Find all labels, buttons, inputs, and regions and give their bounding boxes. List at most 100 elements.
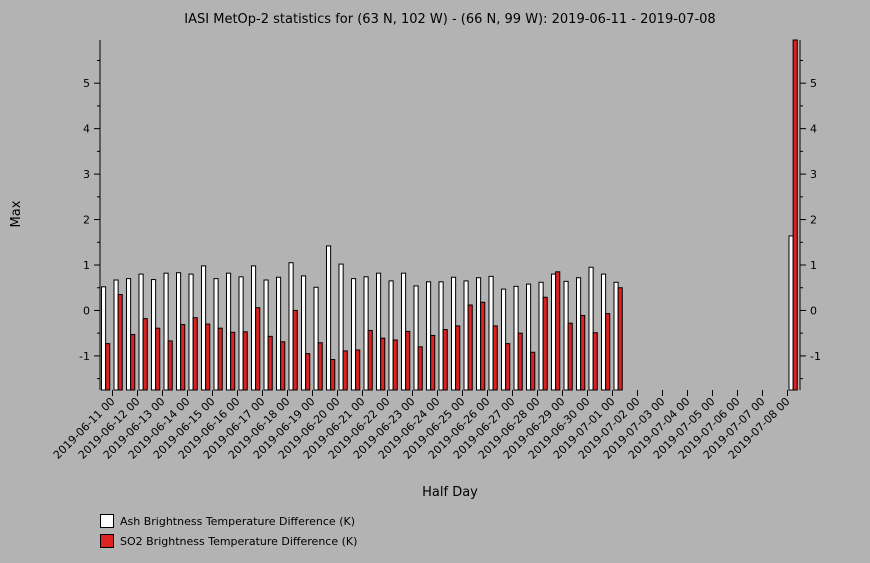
bar-so2 <box>467 304 473 391</box>
legend-swatch-ash <box>100 514 114 528</box>
bar-ash <box>513 285 519 391</box>
bar-so2 <box>130 334 136 391</box>
bar-ash <box>413 285 419 391</box>
bar-so2 <box>442 329 448 391</box>
bar-ash <box>188 273 194 391</box>
bar-so2 <box>167 340 173 391</box>
bar-so2 <box>530 351 536 391</box>
y-tick-label-right: 4 <box>810 123 817 136</box>
y-tick-label-right: 2 <box>810 214 817 227</box>
bar-ash <box>563 280 569 391</box>
legend-label-so2: SO2 Brightness Temperature Difference (K… <box>120 534 358 548</box>
bar-so2 <box>430 334 436 391</box>
y-tick-label-right: 1 <box>810 259 817 272</box>
bar-ash <box>126 278 132 391</box>
y-tick-label-left: 3 <box>83 168 90 181</box>
bar-ash <box>451 276 457 391</box>
bar-ash <box>551 273 557 391</box>
bar-so2 <box>142 318 148 391</box>
bar-ash <box>588 266 594 391</box>
bar-ash <box>351 278 357 391</box>
y-tick-label-right: -1 <box>810 350 821 363</box>
y-tick-label-right: 0 <box>810 304 817 317</box>
bar-so2 <box>342 350 348 391</box>
bar-so2 <box>517 332 523 391</box>
bar-ash <box>526 283 532 391</box>
y-tick-label-right: 5 <box>810 77 817 90</box>
bar-so2 <box>330 359 336 391</box>
bar-ash <box>226 272 232 391</box>
bar-ash <box>313 286 319 391</box>
bar-ash <box>251 265 257 391</box>
bar-so2 <box>255 307 261 391</box>
y-tick-label-right: 3 <box>810 168 817 181</box>
bar-ash <box>488 275 494 391</box>
bar-so2 <box>230 331 236 391</box>
legend-label-ash: Ash Brightness Temperature Difference (K… <box>120 514 355 528</box>
bar-ash <box>201 265 207 391</box>
bar-ash <box>326 245 332 391</box>
bar-ash <box>388 280 394 391</box>
bar-ash <box>288 262 294 391</box>
bar-so2 <box>792 39 798 391</box>
bar-ash <box>138 273 144 391</box>
bar-ash <box>613 281 619 391</box>
bar-ash <box>401 272 407 391</box>
bar-so2 <box>205 323 211 391</box>
bar-so2 <box>180 324 186 391</box>
bar-ash <box>501 288 507 391</box>
bar-ash <box>438 281 444 391</box>
y-axis-label: Max <box>9 200 24 227</box>
bar-so2 <box>267 335 273 391</box>
bar-so2 <box>105 343 111 391</box>
bar-ash <box>338 263 344 391</box>
x-axis-label: Half Day <box>422 485 478 500</box>
bar-ash <box>113 279 119 391</box>
bar-so2 <box>317 342 323 391</box>
bar-so2 <box>305 353 311 391</box>
legend-item-so2: SO2 Brightness Temperature Difference (K… <box>100 533 357 549</box>
bar-so2 <box>567 322 573 391</box>
bar-ash <box>463 280 469 391</box>
bar-so2 <box>592 332 598 391</box>
bar-so2 <box>355 349 361 391</box>
bar-ash <box>101 286 107 391</box>
chart-title: IASI MetOp-2 statistics for (63 N, 102 W… <box>184 12 715 27</box>
bar-so2 <box>280 341 286 391</box>
bar-so2 <box>367 329 373 391</box>
bar-so2 <box>480 301 486 391</box>
bar-so2 <box>555 271 561 391</box>
bar-so2 <box>542 296 548 391</box>
bar-ash <box>476 277 482 391</box>
y-tick-label-left: -1 <box>79 350 90 363</box>
bar-ash <box>576 277 582 391</box>
bar-ash <box>213 278 219 391</box>
bar-so2 <box>242 331 248 391</box>
bar-so2 <box>455 325 461 391</box>
bar-so2 <box>380 337 386 391</box>
y-tick-label-left: 5 <box>83 77 90 90</box>
y-tick-label-left: 0 <box>83 304 90 317</box>
bar-so2 <box>492 325 498 391</box>
bar-so2 <box>617 287 623 391</box>
bar-so2 <box>155 327 161 391</box>
bar-ash <box>363 276 369 391</box>
bar-ash <box>376 272 382 391</box>
bar-so2 <box>117 294 123 391</box>
bar-so2 <box>417 346 423 391</box>
y-tick-label-left: 2 <box>83 214 90 227</box>
bar-ash <box>176 272 182 391</box>
bar-so2 <box>505 343 511 391</box>
bar-so2 <box>405 330 411 391</box>
y-tick-label-left: 1 <box>83 259 90 272</box>
bar-so2 <box>292 309 298 391</box>
bar-ash <box>301 275 307 391</box>
bar-ash <box>788 235 794 391</box>
y-tick-label-left: 4 <box>83 123 90 136</box>
bar-so2 <box>192 317 198 391</box>
bar-ash <box>601 273 607 391</box>
legend-item-ash: Ash Brightness Temperature Difference (K… <box>100 513 355 529</box>
bar-ash <box>238 276 244 391</box>
bar-ash <box>426 281 432 391</box>
